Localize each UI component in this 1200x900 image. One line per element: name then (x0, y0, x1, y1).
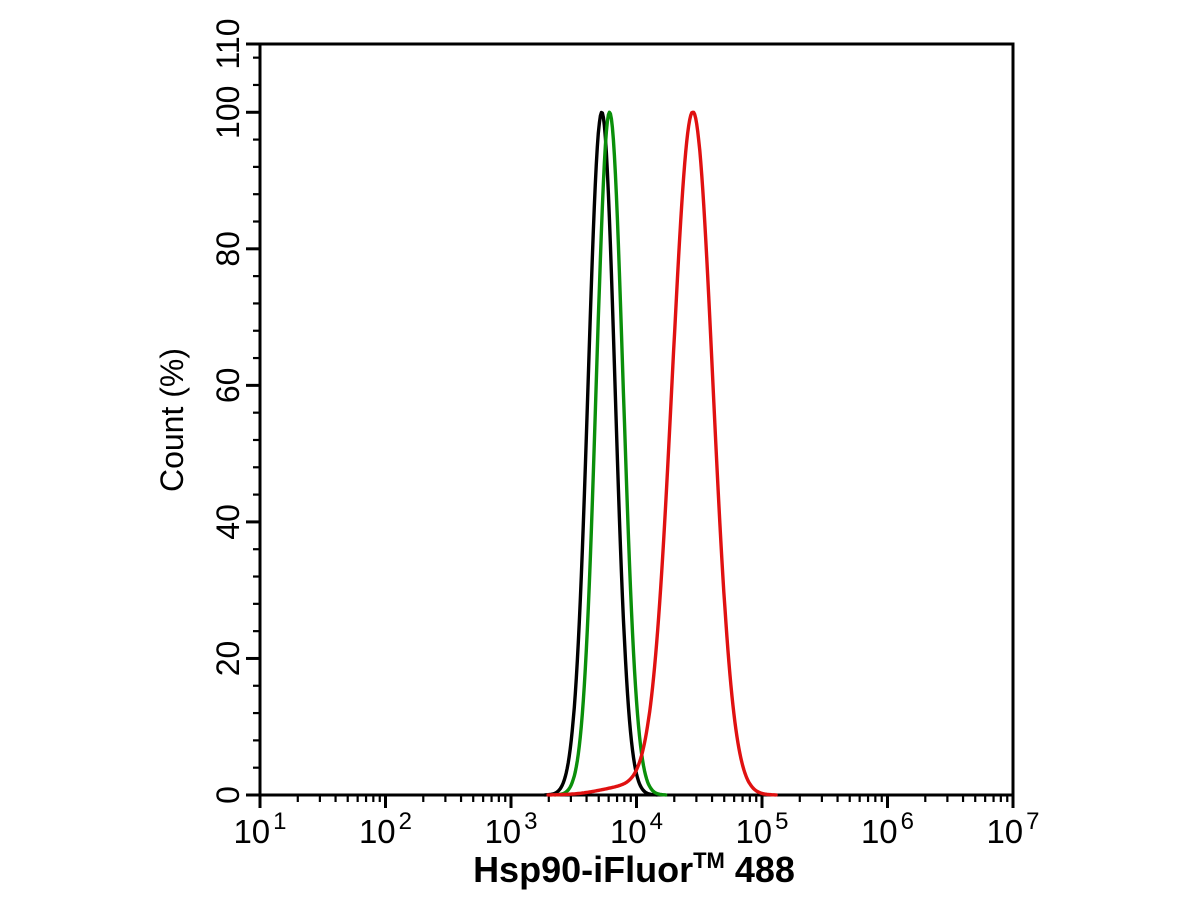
axis-ticks (246, 42, 1015, 808)
y-tick-label: 20 (210, 641, 246, 677)
y-tick-label: 80 (210, 231, 246, 267)
x-axis-title: Hsp90-iFluorTM 488 (473, 848, 795, 890)
series-black-curve (543, 110, 659, 797)
x-tick-label: 10 5 (735, 808, 788, 850)
x-tick-label: 10 6 (861, 808, 914, 850)
x-tick-label: 10 1 (233, 808, 286, 850)
histogram-curves (543, 110, 778, 797)
series-red-curve (546, 110, 778, 797)
axis-tick-labels: 0 20 40 60 80 100 110 10 1 10 2 10 3 10 4 10 5 10 6 10 7 (210, 18, 1039, 850)
y-tick-label: 110 (210, 18, 246, 69)
y-tick-label: 40 (210, 504, 246, 540)
x-tick-label: 10 3 (484, 808, 537, 850)
y-tick-label: 60 (210, 368, 246, 404)
y-tick-label: 0 (210, 786, 246, 804)
x-tick-label: 10 2 (359, 808, 412, 850)
x-tick-label: 10 4 (610, 808, 663, 850)
series-green-curve (553, 110, 668, 797)
y-tick-label: 100 (210, 86, 246, 139)
x-tick-label: 10 7 (986, 808, 1039, 850)
y-axis-title: Count (%) (154, 348, 190, 492)
